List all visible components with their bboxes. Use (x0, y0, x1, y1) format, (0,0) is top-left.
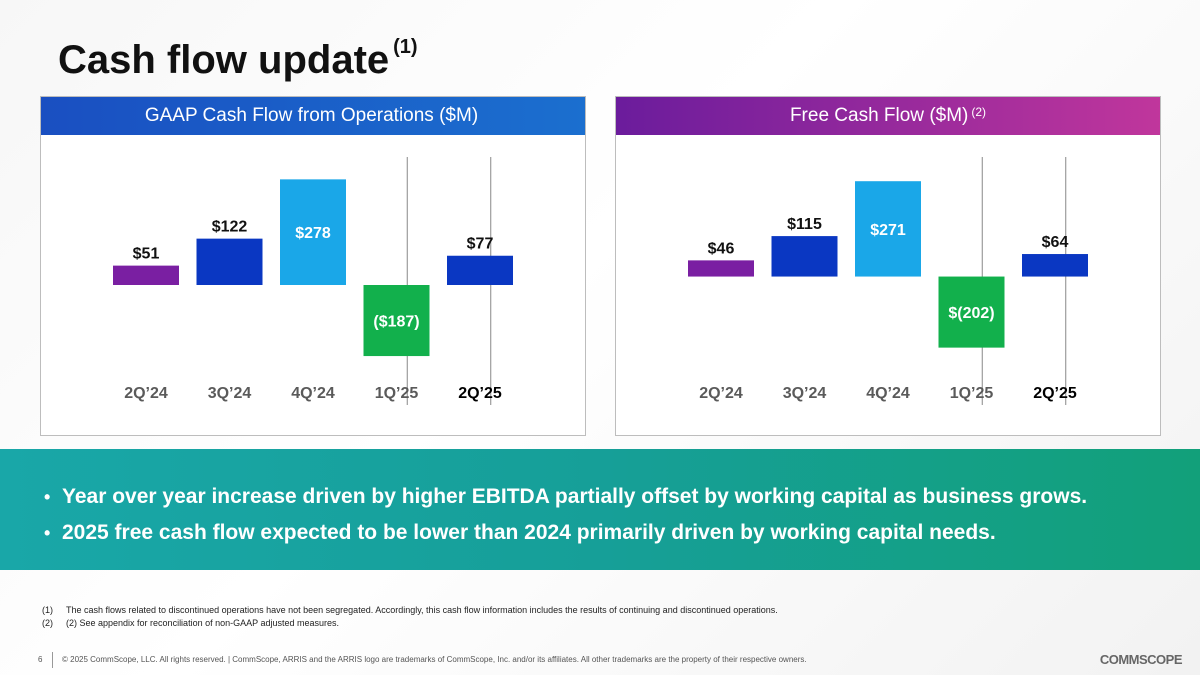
footnote-1: (1) The cash flows related to discontinue… (42, 604, 778, 617)
key-takeaways-banner: Year over year increase driven by higher… (0, 449, 1200, 570)
category-label: 2Q’24 (699, 385, 743, 402)
data-label: $51 (133, 246, 160, 263)
page-title-text: Cash flow update (58, 38, 390, 82)
gaap-chart-unit: ($M) (439, 105, 479, 126)
data-label: $(202) (948, 305, 994, 322)
gaap-cash-flow-panel: GAAP Cash Flow from Operations ($M) $51 2… (40, 96, 586, 436)
page-title: Cash flow update (1) (58, 35, 418, 83)
page-footer: 6 © 2025 CommScope, LLC. All rights rese… (0, 652, 1200, 668)
footnote-number: (2) (42, 618, 53, 628)
copyright-notice: © 2025 CommScope, LLC. All rights reserv… (62, 655, 807, 664)
category-label: 1Q’25 (375, 385, 419, 402)
fcf-chart-unit: ($M) (929, 105, 969, 126)
takeaway-bullet: Year over year increase driven by higher… (44, 479, 1087, 515)
free-cash-flow-header: Free Cash Flow ($M) (2) (616, 97, 1160, 135)
data-label: $77 (467, 236, 494, 253)
takeaway-bullet: 2025 free cash flow expected to be lower… (44, 515, 1087, 551)
gaap-chart-title: GAAP Cash Flow from Operations (144, 105, 434, 126)
footnote-text: The cash flows related to discontinued o… (66, 605, 778, 615)
category-label: 4Q’24 (866, 385, 910, 402)
footnote-text: (2) See appendix for reconciliation of n… (66, 618, 339, 628)
bar-0 (113, 265, 179, 285)
category-label: 2Q’25 (1033, 385, 1077, 402)
bar-0 (688, 260, 754, 277)
title-footnote-marker: (1) (393, 35, 418, 58)
category-label: 4Q’24 (291, 385, 335, 402)
bar-1 (196, 238, 263, 285)
free-cash-flow-panel: Free Cash Flow ($M) (2) $46 2Q’24 $115 3Q’24… (615, 96, 1161, 436)
fcf-chart-footnote: (2) (971, 105, 987, 119)
bar-4 (447, 255, 513, 285)
data-label: $278 (295, 225, 331, 242)
footnote-2: (2) (2) See appendix for reconciliation o… (42, 617, 778, 630)
gaap-cash-flow-header: GAAP Cash Flow from Operations ($M) (41, 97, 585, 135)
data-label: $115 (787, 216, 822, 233)
bar-1 (771, 236, 838, 277)
footnotes: (1) The cash flows related to discontinue… (42, 604, 778, 630)
category-label: 2Q’24 (124, 385, 168, 402)
gaap-cash-flow-chart: $51 2Q’24 $122 3Q’24 $278 4Q’24 ($187) 1Q’25 $77… (113, 157, 513, 405)
footer-divider (52, 652, 53, 668)
bar-3 (938, 276, 1005, 348)
takeaway-list: Year over year increase driven by higher… (44, 479, 1087, 551)
commscope-logo: COMMSCOPE (1099, 652, 1183, 667)
free-cash-flow-chart: $46 2Q’24 $115 3Q’24 $271 4Q’24 $(202) 1Q’25 $64… (688, 157, 1088, 405)
page-number: 6 (38, 655, 43, 664)
data-label: $46 (708, 240, 735, 257)
data-label: $122 (212, 219, 248, 236)
data-label: $64 (1042, 234, 1069, 251)
bar-4 (1022, 254, 1088, 277)
data-label: ($187) (373, 314, 419, 331)
category-label: 2Q’25 (458, 385, 502, 402)
bar-2 (280, 179, 346, 285)
category-label: 1Q’25 (950, 385, 994, 402)
data-label: $271 (870, 222, 906, 239)
footnote-number: (1) (42, 605, 53, 615)
category-label: 3Q’24 (783, 385, 827, 402)
bar-3 (363, 285, 430, 357)
category-label: 3Q’24 (208, 385, 252, 402)
bar-2 (855, 181, 921, 277)
fcf-chart-title: Free Cash Flow (789, 105, 925, 126)
